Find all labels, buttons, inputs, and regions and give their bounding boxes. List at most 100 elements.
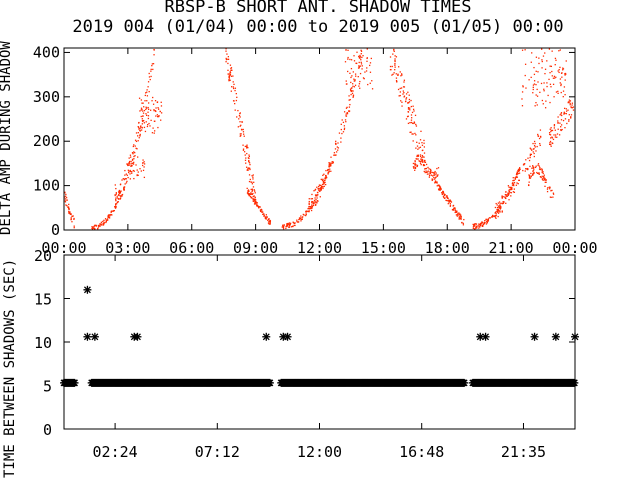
shadow-amp-point <box>519 167 521 169</box>
shadow-amp-point <box>357 67 360 69</box>
shadow-amp-point <box>358 85 360 87</box>
shadow-amp-point <box>315 200 317 203</box>
shadow-amp-point <box>510 195 512 197</box>
shadow-amp-point <box>562 69 564 71</box>
shadow-amp-point <box>560 84 562 87</box>
shadow-amp-point <box>429 168 432 171</box>
shadow-amp-point <box>484 220 486 222</box>
shadow-amp-point <box>571 104 573 106</box>
shadow-amp-point <box>371 80 373 82</box>
shadow-amp-point <box>353 60 356 62</box>
shadow-amp-point <box>478 227 480 229</box>
shadow-amp-point <box>403 79 406 81</box>
shadow-amp-point <box>401 101 403 103</box>
shadow-amp-point <box>568 120 570 122</box>
shadow-amp-point <box>395 73 397 75</box>
top-ytick-label: 400 <box>33 43 60 61</box>
shadow-amp-point <box>150 75 152 78</box>
shadow-amp-point <box>458 218 460 220</box>
shadow-amp-point <box>432 175 434 177</box>
shadow-amp-point <box>550 137 552 139</box>
shadow-amp-point <box>489 217 491 219</box>
shadow-amp-point <box>135 164 137 166</box>
shadow-amp-point <box>240 128 243 131</box>
shadow-amp-point <box>425 171 428 173</box>
shadow-amp-point <box>319 196 321 198</box>
shadow-amp-point <box>436 182 438 184</box>
shadow-amp-point <box>543 90 545 92</box>
shadow-amp-point <box>347 70 349 73</box>
shadow-amp-point <box>234 87 237 89</box>
shadow-amp-point <box>343 111 346 113</box>
shadow-amp-point <box>541 59 543 61</box>
shadow-amp-point <box>335 140 337 142</box>
shadow-amp-point <box>149 109 152 111</box>
shadow-amp-point <box>310 209 313 212</box>
shadow-amp-point <box>524 163 526 165</box>
shadow-amp-point <box>117 198 120 200</box>
shadow-amp-point <box>124 178 127 180</box>
shadow-amp-point <box>324 181 326 184</box>
shadow-amp-point <box>257 204 259 207</box>
shadow-amp-point <box>420 158 422 160</box>
shadow-amp-point <box>449 205 451 207</box>
shadow-amp-point <box>430 174 433 176</box>
shadow-amp-point <box>531 52 533 54</box>
shadow-amp-point <box>250 197 253 199</box>
shadow-amp-point <box>367 83 369 86</box>
shadow-amp-point <box>477 225 480 227</box>
shadow-amp-point <box>545 179 547 181</box>
shadow-amp-point <box>433 174 435 176</box>
shadow-amp-point <box>254 201 256 203</box>
bottom-panel-ticks: 0 5 10 15 20 02:24 07:12 12:00 16:48 21:35 <box>34 247 575 461</box>
shadow-amp-point <box>412 122 414 125</box>
shadow-amp-point <box>92 226 94 228</box>
shadow-amp-point <box>236 96 238 98</box>
shadow-amp-point <box>496 206 499 209</box>
shadow-amp-point <box>435 176 437 178</box>
shadow-amp-point <box>525 168 527 170</box>
shadow-amp-point <box>160 112 163 114</box>
shadow-amp-point <box>114 194 116 196</box>
shadow-amp-point <box>131 162 133 165</box>
shadow-amp-point <box>239 112 241 114</box>
shadow-amp-point <box>422 164 425 166</box>
shadow-amp-point <box>398 66 400 68</box>
shadow-amp-point <box>366 57 368 60</box>
shadow-amp-point <box>443 193 445 195</box>
shadow-amp-point <box>473 224 475 226</box>
shadow-amp-point <box>485 218 487 220</box>
shadow-amp-point <box>261 209 263 211</box>
shadow-amp-point <box>332 161 335 163</box>
shadow-amp-point <box>511 184 514 186</box>
shadow-amp-point <box>101 223 103 225</box>
shadow-amp-point <box>148 72 150 75</box>
shadow-amp-point <box>352 94 355 96</box>
shadow-amp-point <box>503 201 505 203</box>
shadow-amp-point <box>289 222 292 225</box>
shadow-amp-point <box>508 186 510 188</box>
shadow-amp-point <box>422 156 424 158</box>
shadow-amp-point <box>118 189 121 192</box>
shadow-amp-point <box>433 172 435 175</box>
shadow-amp-point <box>337 147 340 149</box>
shadow-interval-point <box>70 378 79 387</box>
shadow-amp-point <box>314 188 317 191</box>
shadow-amp-point <box>416 141 418 143</box>
shadow-amp-point <box>363 78 365 80</box>
shadow-amp-point <box>139 127 141 130</box>
bottom-ytick-label: 20 <box>34 247 52 265</box>
shadow-amp-point <box>515 173 518 176</box>
shadow-amp-point <box>288 226 291 228</box>
shadow-amp-point <box>529 156 531 159</box>
shadow-amp-point <box>534 142 536 145</box>
shadow-amp-point <box>159 110 161 113</box>
shadow-amp-point <box>134 155 136 157</box>
shadow-amp-point <box>252 192 254 195</box>
shadow-amp-point <box>350 81 352 84</box>
shadow-amp-point <box>436 167 438 170</box>
shadow-amp-point <box>129 170 132 173</box>
shadow-amp-point <box>321 183 324 186</box>
shadow-amp-point <box>501 210 503 212</box>
shadow-amp-point <box>452 205 454 207</box>
